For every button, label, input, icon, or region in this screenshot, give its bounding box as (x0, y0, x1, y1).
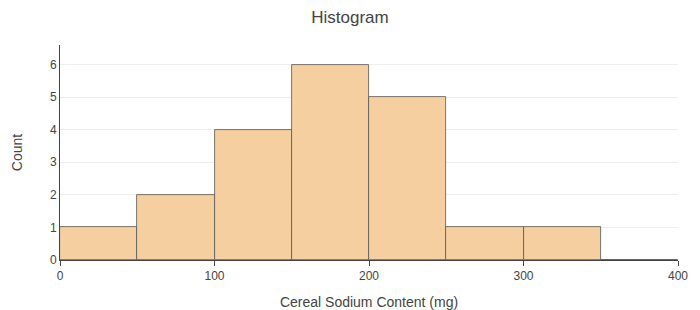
svg-text:0: 0 (50, 253, 57, 267)
svg-text:200: 200 (359, 269, 379, 283)
svg-text:400: 400 (668, 269, 688, 283)
svg-text:6: 6 (50, 58, 57, 72)
svg-text:4: 4 (50, 123, 57, 137)
svg-text:1: 1 (50, 221, 57, 235)
svg-text:300: 300 (513, 269, 533, 283)
svg-text:5: 5 (50, 90, 57, 104)
svg-text:100: 100 (204, 269, 224, 283)
svg-text:2: 2 (50, 188, 57, 202)
svg-text:0: 0 (57, 269, 64, 283)
svg-text:Cereal Sodium Content (mg): Cereal Sodium Content (mg) (280, 294, 458, 310)
svg-text:3: 3 (50, 155, 57, 169)
svg-text:Count: Count (9, 134, 25, 171)
svg-text:Histogram: Histogram (311, 8, 388, 27)
